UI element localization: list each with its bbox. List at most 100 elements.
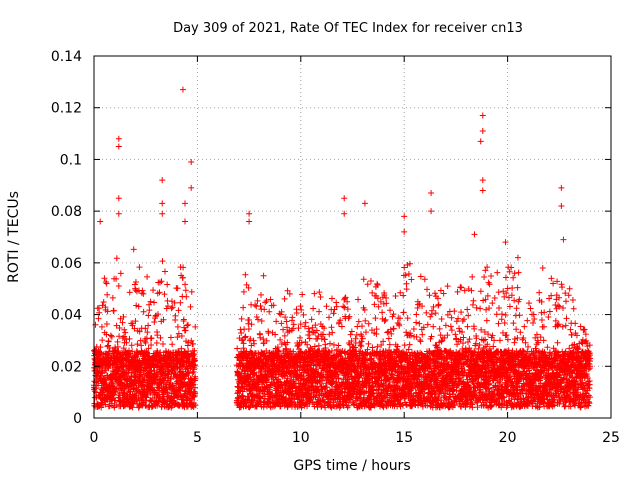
data-point (248, 321, 255, 328)
data-point (125, 347, 132, 354)
data-point (255, 316, 262, 323)
data-point (148, 341, 155, 348)
data-point (102, 401, 109, 408)
data-point (245, 325, 252, 332)
data-point (148, 398, 155, 405)
data-point (278, 320, 285, 327)
data-point (317, 293, 324, 300)
data-point (278, 308, 285, 315)
data-points (90, 86, 594, 411)
data-point (340, 303, 347, 310)
data-point (312, 322, 319, 329)
data-point (301, 323, 308, 330)
data-point (185, 369, 192, 376)
data-point (112, 388, 119, 395)
data-point (448, 327, 455, 334)
data-point (302, 319, 309, 326)
data-point (191, 362, 198, 369)
data-point (417, 338, 424, 345)
data-point (157, 334, 164, 341)
data-point (250, 376, 257, 383)
data-point (174, 323, 181, 330)
data-point (132, 278, 139, 285)
data-point (313, 366, 320, 373)
data-point (403, 286, 410, 293)
data-point (169, 341, 176, 348)
data-point (185, 321, 192, 328)
data-point (154, 332, 161, 339)
data-point (100, 299, 107, 306)
data-point (107, 332, 114, 339)
data-point (258, 291, 265, 298)
data-point (241, 334, 248, 341)
data-point (300, 311, 307, 318)
data-point (150, 287, 157, 294)
data-point (400, 292, 407, 299)
data-point (386, 341, 393, 348)
data-point (122, 329, 129, 336)
data-point (298, 339, 305, 346)
data-point (290, 325, 297, 332)
data-point (146, 307, 153, 314)
data-point (160, 316, 167, 323)
data-point (436, 325, 443, 332)
data-point (156, 289, 163, 296)
data-point (103, 280, 110, 287)
data-point (242, 333, 249, 340)
data-point (442, 322, 449, 329)
data-point (289, 314, 296, 321)
data-point (171, 299, 178, 306)
data-point (437, 287, 444, 294)
data-point (400, 309, 407, 316)
data-point (120, 313, 127, 320)
data-point (178, 333, 185, 340)
data-point (458, 284, 465, 291)
data-point (91, 388, 98, 395)
data-point (189, 402, 196, 409)
data-point (123, 339, 130, 346)
data-point (145, 322, 152, 329)
data-point (430, 303, 437, 310)
data-point (335, 342, 342, 349)
data-point (150, 370, 157, 377)
data-point (245, 284, 252, 291)
data-point (330, 341, 337, 348)
data-point (157, 349, 164, 356)
data-point (348, 328, 355, 335)
data-point (347, 331, 354, 338)
data-point (235, 395, 242, 402)
data-point (451, 308, 458, 315)
data-point (440, 290, 447, 297)
data-point (461, 287, 468, 294)
data-point (173, 364, 180, 371)
data-point (119, 319, 126, 326)
data-point (396, 322, 403, 329)
data-point (108, 333, 115, 340)
data-point (315, 342, 322, 349)
data-point (151, 299, 158, 306)
chart-title: Day 309 of 2021, Rate Of TEC Index for r… (173, 21, 523, 36)
data-point (423, 309, 430, 316)
data-point (159, 341, 166, 348)
data-point (296, 359, 303, 366)
data-point (183, 293, 190, 300)
data-point (99, 370, 106, 377)
data-point (403, 280, 410, 287)
data-point (106, 345, 113, 352)
data-point (465, 312, 472, 319)
data-point (178, 345, 185, 352)
data-point (327, 340, 333, 347)
grid (94, 56, 611, 418)
data-point (311, 290, 318, 297)
data-point (415, 301, 422, 308)
data-point (408, 276, 415, 283)
data-point (390, 325, 397, 332)
data-point (168, 305, 175, 312)
data-point (464, 323, 471, 330)
data-point (130, 246, 137, 253)
data-point (109, 294, 116, 301)
data-point (120, 345, 127, 352)
data-point (104, 291, 111, 298)
data-point (187, 303, 194, 310)
data-point (182, 327, 189, 334)
